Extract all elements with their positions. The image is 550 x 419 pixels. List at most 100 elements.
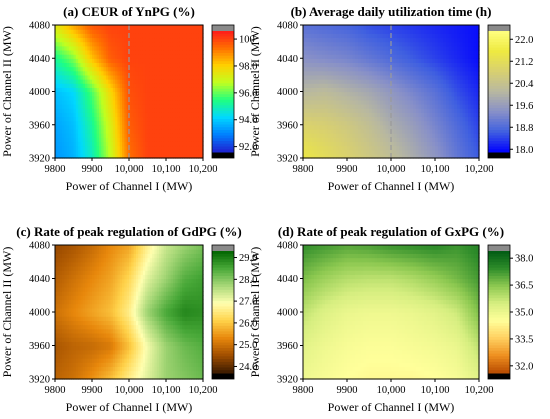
heatmap-cell bbox=[55, 66, 58, 72]
heatmap-cell bbox=[432, 116, 436, 122]
heatmap-cell bbox=[457, 37, 461, 43]
heatmap-cell bbox=[119, 349, 123, 355]
heatmap-cell bbox=[75, 124, 79, 130]
heatmap-cell bbox=[92, 316, 95, 321]
colorbar-tick-label: 98.0 bbox=[239, 61, 257, 72]
heatmap-cell bbox=[437, 149, 442, 155]
heatmap-cell bbox=[75, 149, 79, 155]
heatmap-cell bbox=[147, 362, 151, 368]
heatmap-cell bbox=[358, 137, 362, 142]
heatmap-cell bbox=[377, 33, 381, 39]
heatmap-cell bbox=[66, 112, 70, 118]
heatmap-cell bbox=[316, 112, 321, 118]
heatmap-cell bbox=[446, 54, 450, 59]
heatmap-cell bbox=[112, 337, 116, 342]
heatmap-cell bbox=[133, 62, 137, 68]
heatmap-cell bbox=[366, 29, 370, 34]
heatmap-cell bbox=[87, 116, 91, 122]
heatmap-cell bbox=[66, 353, 70, 359]
heatmap-cell bbox=[92, 141, 95, 147]
heatmap-cell bbox=[122, 141, 125, 147]
heatmap-cell bbox=[82, 358, 86, 363]
heatmap-cell bbox=[66, 37, 70, 43]
heatmap-cell bbox=[61, 341, 65, 347]
heatmap-cell bbox=[330, 79, 334, 84]
heatmap-cell bbox=[78, 328, 82, 334]
heatmap-cell bbox=[55, 345, 58, 351]
heatmap-cell bbox=[66, 95, 70, 101]
heatmap-cell bbox=[149, 153, 153, 159]
heatmap-cell bbox=[78, 374, 82, 380]
heatmap-cell bbox=[191, 74, 195, 80]
heatmap-cell bbox=[122, 103, 125, 109]
colorbar-band bbox=[488, 83, 510, 87]
heatmap-cell bbox=[468, 116, 472, 122]
heatmap-cell bbox=[314, 99, 318, 105]
heatmap-cell bbox=[101, 353, 105, 359]
heatmap-cell bbox=[117, 116, 121, 122]
heatmap-cell bbox=[446, 29, 450, 34]
heatmap-cell bbox=[175, 49, 179, 55]
heatmap-cell bbox=[459, 153, 464, 159]
heatmap-cell bbox=[129, 120, 132, 126]
heatmap-cell bbox=[152, 54, 156, 59]
heatmap-cell bbox=[85, 70, 88, 76]
heatmap-cell bbox=[82, 337, 86, 342]
heatmap-cell bbox=[147, 29, 151, 34]
heatmap-cell bbox=[193, 353, 197, 359]
heatmap-cell bbox=[117, 124, 121, 130]
heatmap-cell bbox=[443, 74, 447, 80]
heatmap-cell bbox=[473, 149, 477, 155]
heatmap-cell bbox=[145, 70, 149, 76]
heatmap-cell bbox=[311, 141, 315, 147]
heatmap-cell bbox=[366, 120, 370, 126]
colorbar-bottom-cap bbox=[212, 152, 234, 158]
heatmap-cell bbox=[55, 349, 58, 355]
heatmap-cell bbox=[476, 33, 480, 39]
heatmap-cell bbox=[193, 91, 197, 97]
heatmap-cell bbox=[159, 37, 162, 43]
heatmap-cell bbox=[316, 49, 321, 55]
heatmap-cell bbox=[168, 54, 172, 59]
heatmap-cell bbox=[193, 128, 197, 134]
heatmap-cell bbox=[94, 153, 98, 159]
heatmap-cell bbox=[112, 58, 116, 64]
heatmap-cell bbox=[115, 349, 119, 355]
heatmap-cell bbox=[385, 120, 389, 126]
heatmap-cell bbox=[166, 83, 169, 88]
heatmap-cell bbox=[303, 87, 307, 93]
heatmap-cell bbox=[470, 41, 475, 47]
heatmap-cell bbox=[396, 25, 400, 30]
heatmap-cell bbox=[402, 99, 406, 105]
heatmap-cell bbox=[92, 137, 95, 142]
heatmap-cell bbox=[446, 45, 450, 51]
heatmap-cell bbox=[413, 149, 417, 155]
heatmap-cell bbox=[440, 70, 444, 76]
heatmap-cell bbox=[170, 153, 174, 159]
heatmap-cell bbox=[191, 149, 195, 155]
heatmap-cell bbox=[446, 62, 450, 68]
colorbar-band bbox=[212, 130, 234, 134]
heatmap-cell bbox=[415, 83, 420, 88]
heatmap-cell bbox=[333, 58, 337, 64]
heatmap-cell bbox=[126, 374, 130, 380]
heatmap-cell bbox=[314, 103, 318, 109]
heatmap-cell bbox=[82, 116, 86, 122]
heatmap-cell bbox=[191, 95, 195, 101]
heatmap-cell bbox=[189, 83, 193, 88]
heatmap-cell bbox=[193, 137, 197, 142]
heatmap-cell bbox=[437, 25, 442, 30]
heatmap-cell bbox=[451, 108, 455, 113]
heatmap-cell bbox=[108, 133, 112, 138]
heatmap-cell bbox=[133, 91, 137, 97]
heatmap-cell bbox=[338, 62, 343, 68]
heatmap-cell bbox=[129, 112, 132, 118]
heatmap-cell bbox=[98, 153, 102, 159]
heatmap-cell bbox=[133, 349, 137, 355]
heatmap-cell bbox=[119, 153, 123, 159]
heatmap-cell bbox=[154, 33, 158, 39]
heatmap-cell bbox=[360, 66, 365, 72]
heatmap-cell bbox=[470, 87, 475, 93]
heatmap-cell bbox=[92, 29, 95, 34]
heatmap-cell bbox=[184, 124, 188, 130]
